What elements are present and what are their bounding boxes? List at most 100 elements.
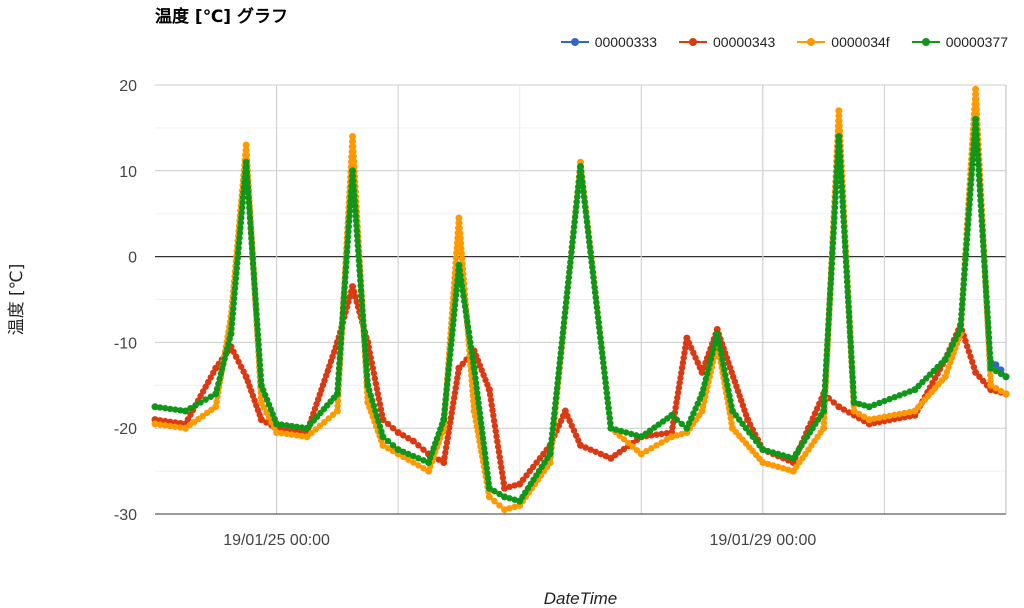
data-point — [485, 484, 493, 492]
legend-item[interactable]: 00000333 — [560, 34, 657, 50]
series-marker — [949, 341, 957, 348]
series-marker — [506, 505, 513, 512]
series-marker — [845, 313, 853, 321]
series-marker — [336, 350, 344, 357]
series-marker — [240, 368, 247, 375]
data-point — [242, 141, 250, 149]
series-marker — [244, 184, 252, 191]
series-marker — [250, 270, 257, 277]
series-marker — [829, 240, 837, 247]
series-marker — [213, 385, 221, 393]
series-marker — [962, 337, 969, 345]
series-marker — [492, 427, 499, 435]
series-marker — [828, 255, 836, 262]
series-marker — [260, 386, 267, 394]
series-marker — [457, 272, 464, 279]
data-point — [759, 459, 767, 467]
series-marker — [498, 464, 505, 471]
series-marker — [389, 425, 397, 432]
series-marker — [707, 355, 715, 363]
series-marker — [742, 425, 750, 432]
series-marker — [237, 363, 245, 370]
series-marker — [220, 360, 227, 368]
series-marker — [963, 236, 971, 243]
series-marker — [466, 334, 473, 341]
data-point — [698, 390, 706, 398]
series-marker — [481, 450, 489, 457]
series-marker — [830, 399, 837, 406]
series-marker — [298, 432, 306, 440]
series-marker — [840, 406, 848, 413]
series-marker — [523, 472, 530, 479]
legend-item[interactable]: 0000034f — [797, 34, 890, 50]
data-point — [242, 158, 250, 166]
series-marker — [987, 377, 994, 384]
series-marker — [590, 274, 597, 281]
data-point — [637, 450, 645, 458]
legend-swatch — [679, 36, 707, 48]
series-marker — [841, 238, 849, 246]
series-marker — [447, 341, 455, 349]
data-point — [850, 398, 858, 406]
series-marker — [843, 268, 850, 276]
series-marker — [235, 358, 242, 365]
series-marker — [337, 334, 345, 342]
data-point — [181, 407, 189, 415]
series-marker — [721, 366, 728, 374]
series-marker — [976, 182, 983, 189]
series-marker — [839, 208, 847, 215]
series-marker — [658, 439, 665, 446]
series-marker — [962, 256, 969, 263]
series-marker — [458, 245, 465, 252]
series-marker — [480, 440, 487, 447]
series-marker — [293, 423, 301, 430]
series-marker — [172, 423, 179, 430]
data-point — [956, 326, 964, 334]
series-marker — [498, 469, 506, 476]
y-tick-label: -20 — [114, 421, 137, 438]
series-marker — [230, 305, 237, 312]
series-marker — [443, 439, 451, 446]
series-marker — [344, 233, 352, 240]
series-marker — [973, 141, 981, 148]
series-marker — [461, 298, 468, 305]
series-marker — [746, 429, 753, 436]
data-point — [455, 261, 463, 269]
series-marker — [245, 189, 252, 196]
legend-item[interactable]: 00000377 — [911, 34, 1008, 50]
series-marker — [536, 455, 544, 462]
series-marker — [435, 456, 442, 463]
series-marker — [254, 326, 261, 333]
series-marker — [475, 399, 482, 407]
series-marker — [479, 435, 487, 442]
series-marker — [978, 217, 986, 225]
series-marker — [363, 362, 370, 369]
series-marker — [356, 267, 363, 274]
series-marker — [709, 350, 716, 358]
series-marker — [824, 336, 831, 344]
series-marker — [826, 301, 833, 308]
series-marker — [456, 230, 464, 237]
data-point — [820, 407, 828, 415]
series-marker — [246, 204, 253, 212]
series-marker — [947, 346, 954, 353]
series-marker — [547, 440, 555, 448]
series-marker — [605, 409, 613, 417]
series-marker — [677, 374, 684, 382]
series-marker — [961, 271, 968, 278]
series-marker — [453, 249, 460, 257]
legend-item[interactable]: 00000343 — [679, 34, 775, 50]
series-marker — [449, 404, 456, 412]
data-point — [440, 459, 448, 467]
series-marker — [567, 259, 574, 266]
series-marker — [979, 227, 986, 235]
data-point — [333, 390, 341, 398]
data-point — [273, 420, 281, 428]
series-marker — [369, 397, 376, 404]
series-marker — [774, 463, 782, 471]
series-marker — [842, 253, 849, 261]
series-marker — [603, 384, 610, 392]
series-marker — [986, 349, 994, 357]
series-marker — [724, 382, 731, 389]
